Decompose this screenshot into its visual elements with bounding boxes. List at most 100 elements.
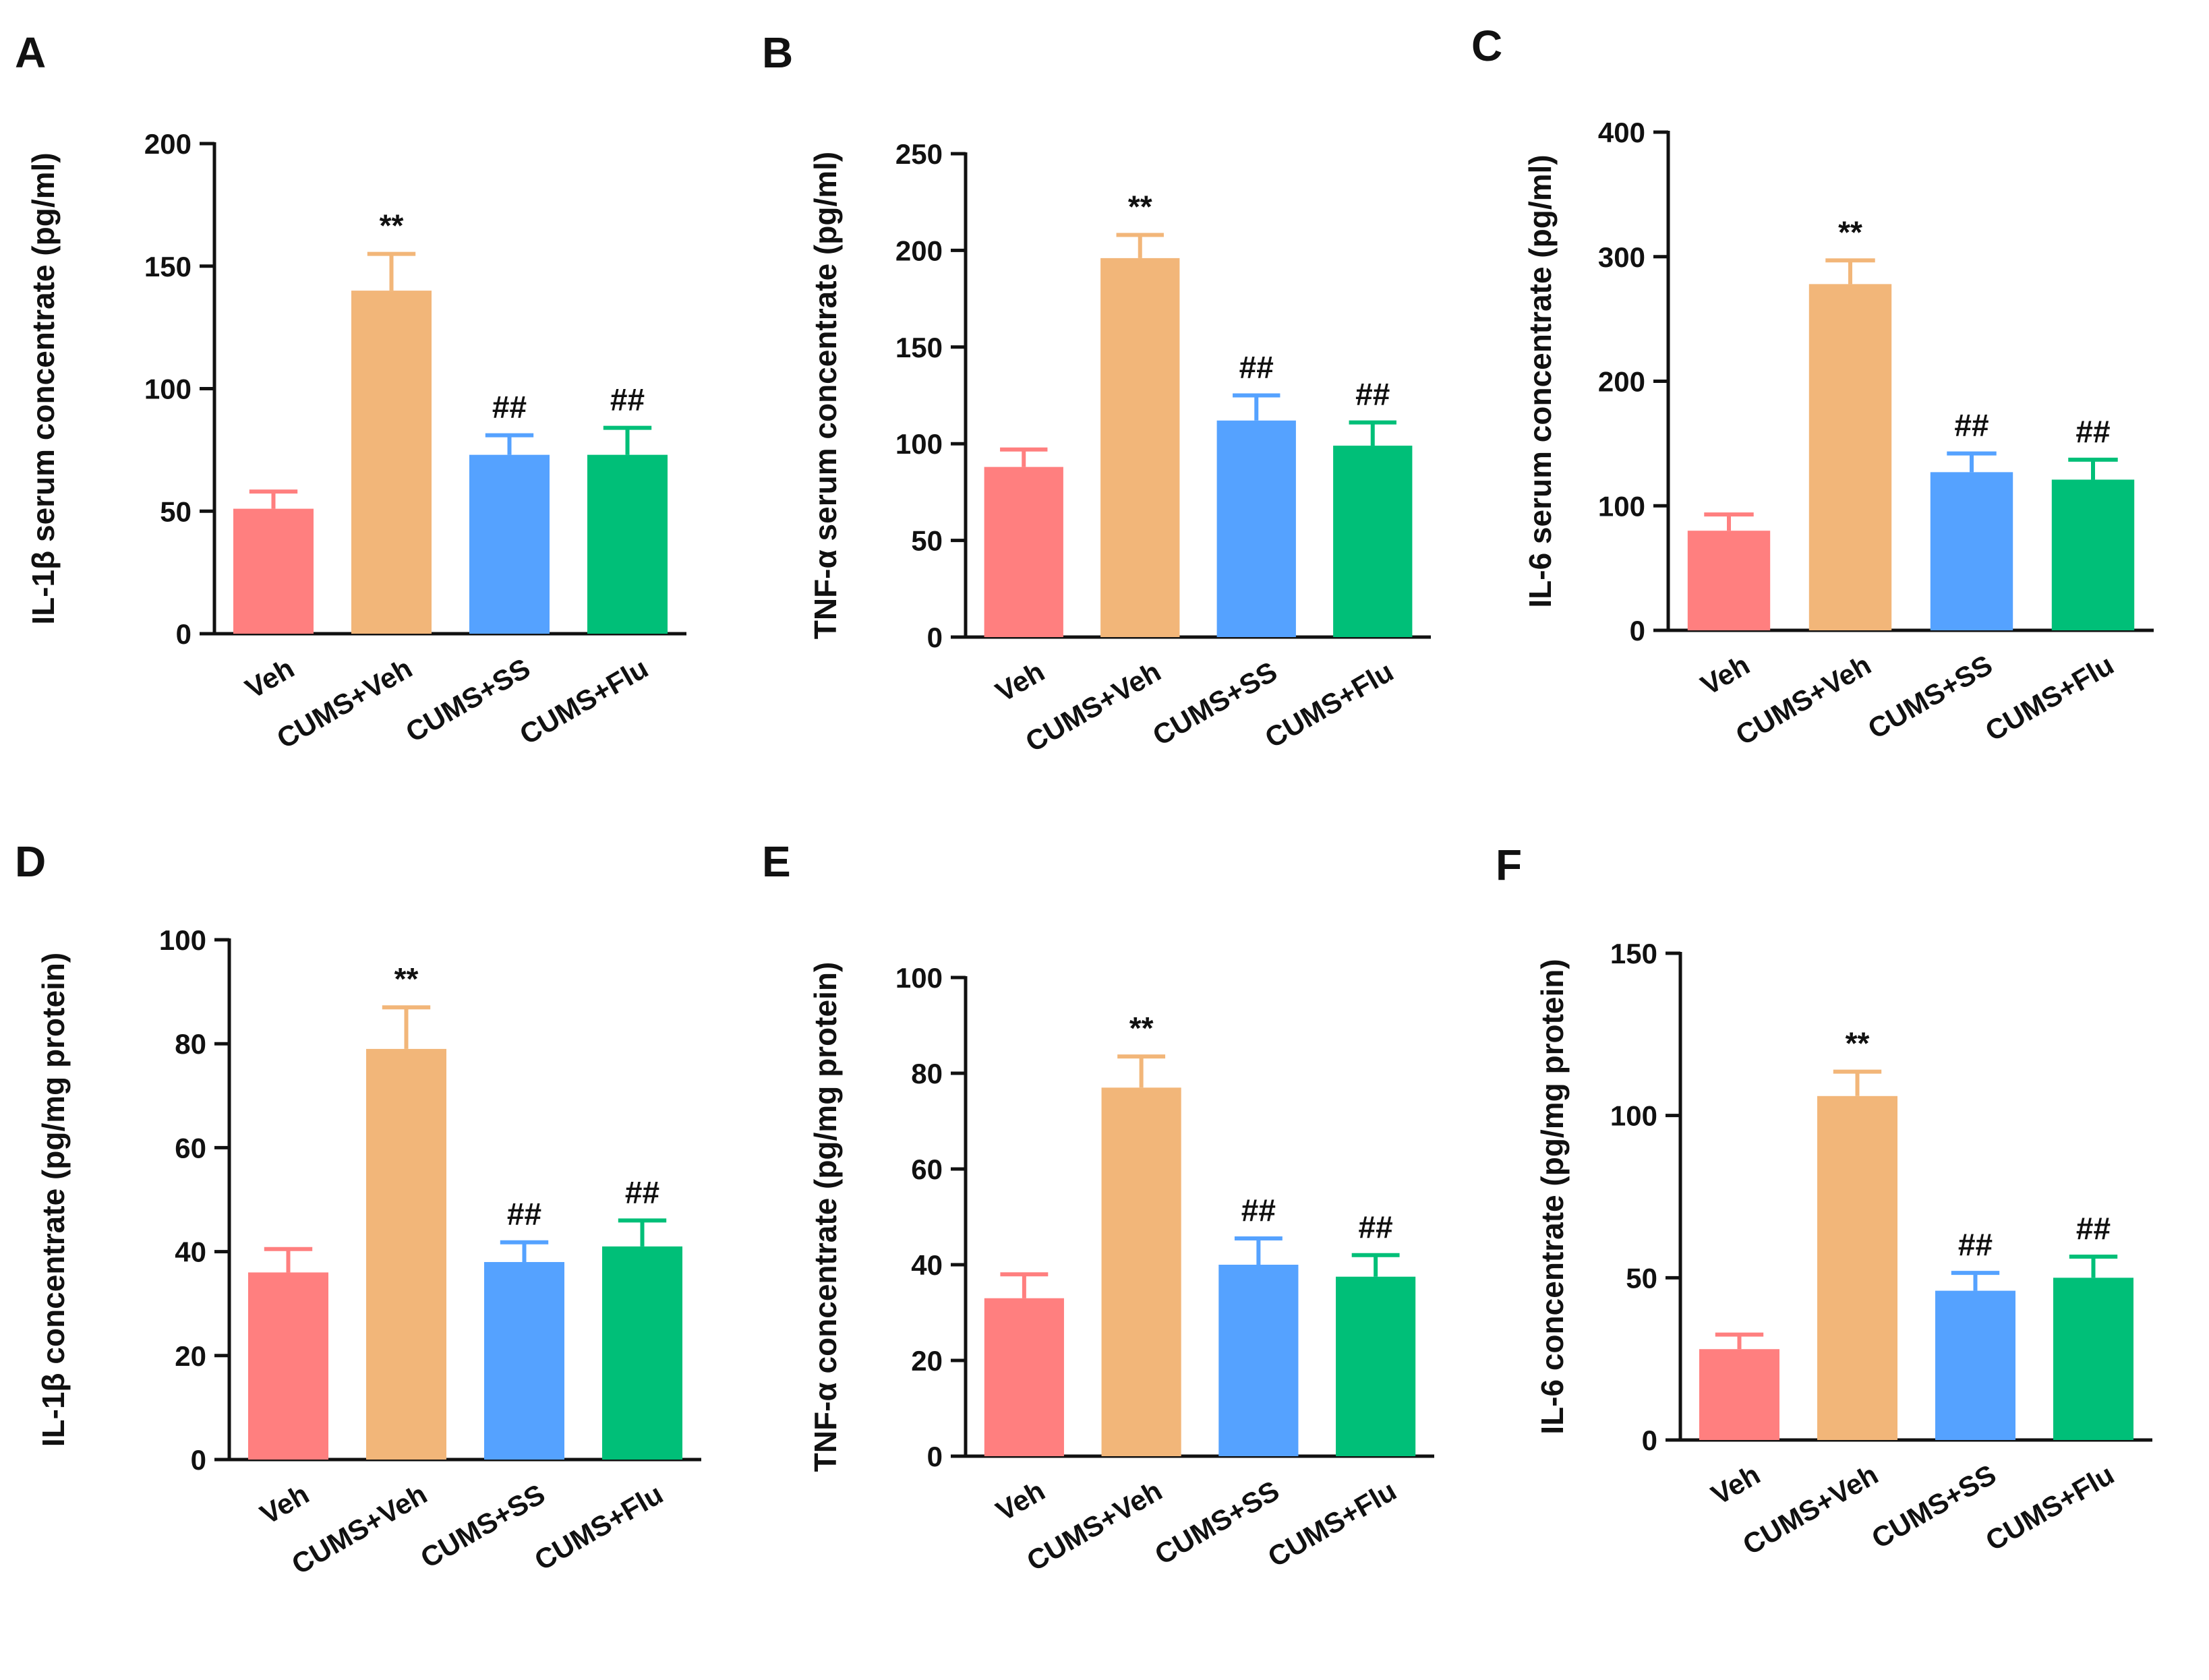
x-category-label: CUMS+SS <box>1862 649 1997 745</box>
y-tick-label: 0 <box>176 618 192 650</box>
y-tick-label: 50 <box>911 525 943 557</box>
bar-CUMS+Veh <box>1100 258 1180 637</box>
y-tick-label: 150 <box>1610 938 1657 969</box>
y-tick-label: 300 <box>1598 241 1645 273</box>
significance-label: ## <box>1359 1209 1393 1244</box>
y-tick-label: 20 <box>175 1340 206 1372</box>
bar-CUMS+SS <box>469 454 550 634</box>
y-tick-label: 100 <box>895 428 943 460</box>
x-category-label: CUMS+Flu <box>1980 1458 2119 1557</box>
bar-CUMS+Flu <box>602 1246 682 1460</box>
significance-label: ## <box>1241 1193 1276 1228</box>
x-category-label: CUMS+Flu <box>1262 1474 1401 1573</box>
x-category-label: Veh <box>991 1474 1050 1527</box>
x-category-label: CUMS+Flu <box>1260 655 1398 754</box>
panel-label: E <box>762 837 791 886</box>
significance-label: ** <box>1838 214 1862 249</box>
x-category-label: CUMS+Veh <box>286 1478 432 1580</box>
panel-label: F <box>1496 841 1522 889</box>
bar-CUMS+SS <box>1216 420 1296 637</box>
y-tick-label: 80 <box>175 1028 206 1060</box>
y-tick-label: 250 <box>895 138 943 170</box>
y-tick-label: 80 <box>911 1058 943 1089</box>
bar-CUMS+Veh <box>1808 284 1892 630</box>
y-tick-label: 50 <box>160 496 192 527</box>
significance-label: ** <box>380 208 404 243</box>
bar-Veh <box>1687 531 1771 630</box>
bar-CUMS+Veh <box>1101 1087 1181 1456</box>
chart-panel-F: F 0 50 100 150 IL-6 concentrate (pg/mg protei… <box>1496 841 2152 1561</box>
bar-Veh <box>233 508 314 634</box>
y-tick-label: 0 <box>1630 615 1645 647</box>
x-category-label: Veh <box>991 655 1050 708</box>
bar-CUMS+SS <box>1935 1290 2015 1440</box>
y-tick-label: 150 <box>144 251 192 282</box>
x-category-label: CUMS+Veh <box>1022 1474 1168 1577</box>
y-tick-label: 0 <box>1642 1424 1657 1456</box>
y-tick-label: 50 <box>1626 1262 1657 1294</box>
x-category-label: Veh <box>1706 1458 1765 1511</box>
x-category-label: CUMS+SS <box>1147 655 1282 752</box>
x-category-label: CUMS+Flu <box>1980 649 2119 747</box>
bar-CUMS+SS <box>1218 1265 1299 1456</box>
x-category-label: CUMS+SS <box>1150 1474 1285 1571</box>
significance-label: ## <box>1239 350 1274 385</box>
significance-label: ## <box>1355 377 1390 412</box>
bar-Veh <box>248 1272 328 1460</box>
y-tick-label: 0 <box>927 1441 943 1472</box>
bar-Veh <box>1699 1349 1779 1440</box>
x-category-label: CUMS+Veh <box>1737 1458 1883 1561</box>
y-tick-label: 200 <box>144 128 192 160</box>
panel-label: D <box>15 837 46 886</box>
y-tick-label: 100 <box>159 924 206 956</box>
chart-panel-E: E 0 20 40 60 80 100 TNF-α concentrate (pg/mg pr… <box>762 837 1434 1577</box>
y-tick-label: 100 <box>1610 1100 1657 1132</box>
chart-panel-C: C 0 100 200 300 400 IL-6 serum concentrate (pg… <box>1471 22 2154 751</box>
bar-CUMS+Flu <box>2051 479 2135 630</box>
bar-CUMS+SS <box>1930 472 2013 630</box>
y-tick-label: 0 <box>927 622 943 653</box>
significance-label: ## <box>1954 408 1989 443</box>
panel-label: B <box>762 28 793 77</box>
x-category-label: CUMS+SS <box>401 652 535 748</box>
significance-label: ## <box>610 382 645 417</box>
y-axis-title: IL-1β serum concentrate (pg/ml) <box>26 152 61 624</box>
y-axis-title: TNF-α concentrate (pg/mg protein) <box>808 962 843 1472</box>
y-tick-label: 0 <box>191 1444 206 1476</box>
x-category-label: CUMS+Veh <box>271 652 417 754</box>
x-category-label: CUMS+Flu <box>514 652 653 750</box>
y-tick-label: 400 <box>1598 117 1645 148</box>
chart-panel-B: B 0 50 100 150 200 250 TNF-α serum concentrate … <box>762 28 1431 758</box>
y-tick-label: 100 <box>1598 490 1645 522</box>
y-tick-label: 100 <box>144 373 192 405</box>
chart-panel-D: D 0 20 40 60 80 100 IL-1β concentrate (pg/mg pr… <box>15 837 701 1580</box>
y-tick-label: 100 <box>895 962 943 994</box>
bar-CUMS+Veh <box>1817 1096 1897 1440</box>
y-axis-title: IL-6 serum concentrate (pg/ml) <box>1523 154 1558 607</box>
bar-CUMS+Flu <box>1336 1276 1416 1456</box>
bar-Veh <box>984 467 1063 637</box>
y-axis-title: TNF-α serum concentrate (pg/ml) <box>808 152 843 639</box>
significance-label: ## <box>1958 1227 1993 1262</box>
x-category-label: CUMS+SS <box>1866 1458 2001 1555</box>
bar-CUMS+SS <box>484 1262 564 1460</box>
bar-CUMS+Flu <box>2053 1278 2133 1440</box>
bar-CUMS+Flu <box>1333 446 1413 637</box>
y-tick-label: 60 <box>911 1153 943 1185</box>
y-tick-label: 20 <box>911 1345 943 1377</box>
bar-CUMS+Veh <box>366 1048 446 1460</box>
y-tick-label: 200 <box>1598 366 1645 398</box>
bar-CUMS+Veh <box>351 291 432 634</box>
y-tick-label: 60 <box>175 1132 206 1164</box>
significance-label: ## <box>2076 1211 2111 1246</box>
y-tick-label: 200 <box>895 235 943 266</box>
significance-label: ** <box>1129 1011 1154 1046</box>
significance-label: ** <box>1846 1026 1870 1061</box>
chart-panel-A: A 0 50 100 150 200 IL-1β serum concentrate (pg… <box>15 28 686 754</box>
significance-label: ## <box>507 1197 541 1232</box>
y-axis-title: IL-1β concentrate (pg/mg protein) <box>36 953 71 1447</box>
x-category-label: Veh <box>1695 649 1755 701</box>
panel-label: A <box>15 28 46 77</box>
y-tick-label: 150 <box>895 332 943 363</box>
